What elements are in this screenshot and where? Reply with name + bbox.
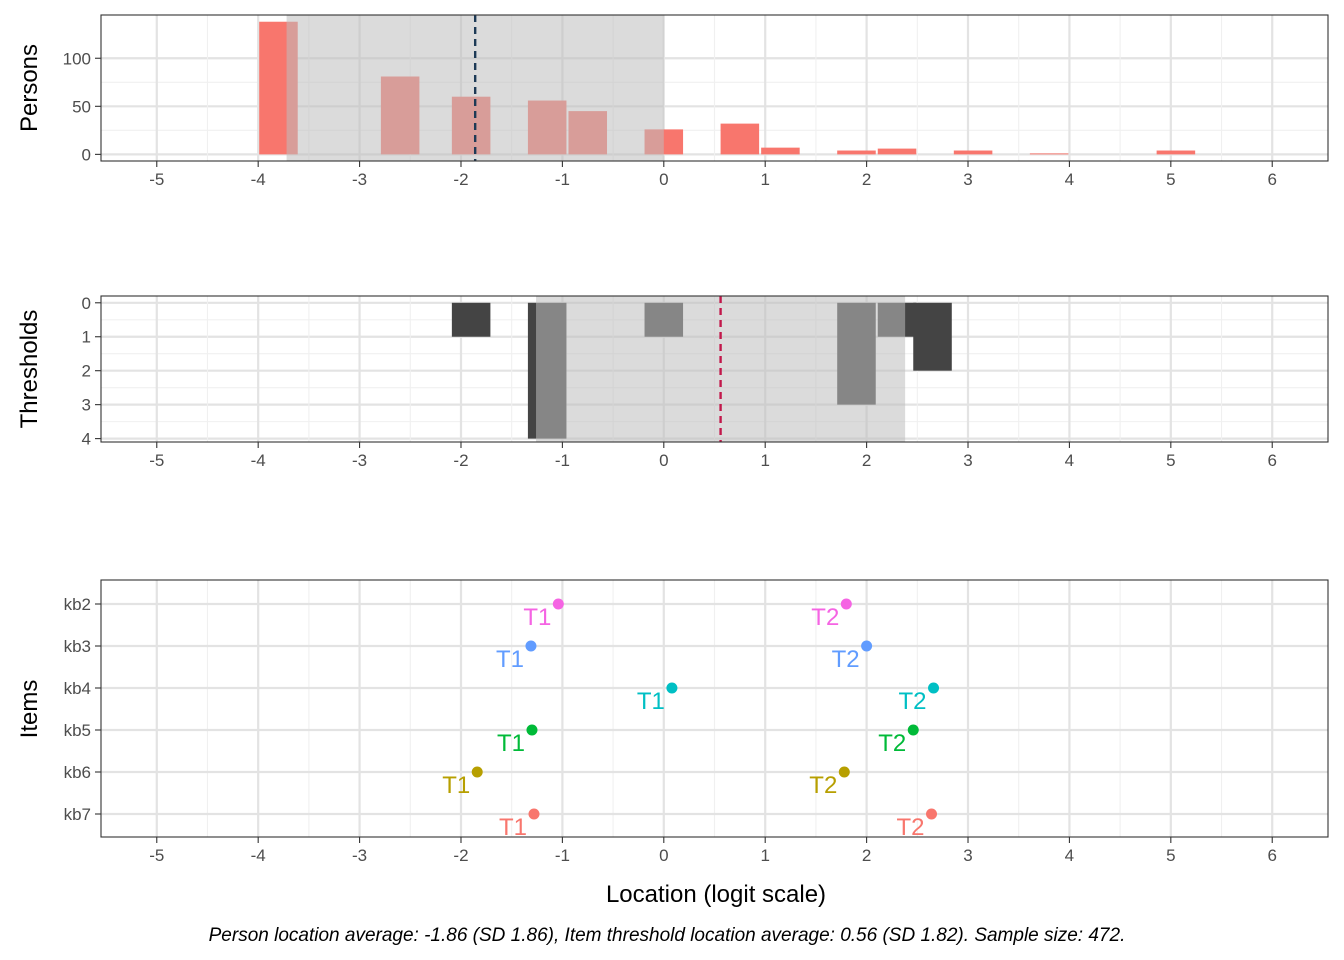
x-tick-label: -1 [555, 846, 570, 865]
threshold-label: T1 [523, 604, 551, 631]
threshold-point [928, 682, 940, 694]
x-tick-label: 1 [760, 846, 769, 865]
threshold-label: T1 [496, 646, 524, 673]
x-axis-title: Location (logit scale) [606, 881, 826, 908]
histogram-bar [837, 150, 876, 155]
x-tick-label: 0 [659, 170, 668, 189]
threshold-label: T2 [832, 646, 860, 673]
threshold-point [926, 808, 938, 820]
threshold-point [907, 724, 919, 736]
x-tick-label: 2 [862, 170, 871, 189]
x-tick-label: 5 [1166, 170, 1175, 189]
histogram-bar [451, 302, 491, 337]
threshold-point [526, 724, 538, 736]
item-label: kb4 [64, 679, 91, 698]
x-tick-label: 3 [963, 170, 972, 189]
histogram-bar [1156, 150, 1196, 155]
threshold-point [861, 640, 873, 652]
y-tick-label: 50 [72, 97, 91, 116]
panel-border [100, 295, 1329, 443]
y-tick-label: 2 [82, 362, 91, 381]
x-tick-label: -2 [453, 451, 468, 470]
x-tick-label: 5 [1166, 451, 1175, 470]
x-tick-label: -3 [352, 846, 367, 865]
y-tick-label: 4 [82, 430, 91, 449]
x-tick-label: -5 [149, 170, 164, 189]
x-tick-label: -5 [149, 451, 164, 470]
x-tick-label: 4 [1065, 451, 1074, 470]
item-label: kb5 [64, 721, 91, 740]
x-tick-label: -4 [251, 170, 266, 189]
x-tick-label: 2 [862, 846, 871, 865]
x-tick-label: -1 [555, 451, 570, 470]
x-tick-label: 6 [1267, 846, 1276, 865]
x-tick-label: -3 [352, 451, 367, 470]
item-label: kb2 [64, 595, 91, 614]
item-label: kb3 [64, 637, 91, 656]
x-tick-label: 6 [1267, 451, 1276, 470]
threshold-point [525, 640, 537, 652]
x-tick-label: -3 [352, 170, 367, 189]
y-axis-title: Thresholds [16, 310, 43, 429]
x-tick-label: -2 [453, 170, 468, 189]
histogram-bar [877, 148, 917, 155]
y-tick-label: 1 [82, 328, 91, 347]
chart-caption: Person location average: -1.86 (SD 1.86)… [209, 925, 1126, 946]
x-tick-label: -5 [149, 846, 164, 865]
x-tick-label: 5 [1166, 846, 1175, 865]
thresholds-panel: 0 1 2 3 4 -5 -4 -3 -2 -1 0 1 2 3 4 5 6 Thresholds [16, 294, 1329, 470]
y-tick-label: 3 [82, 396, 91, 415]
threshold-label: T2 [899, 688, 927, 715]
item-label: kb6 [64, 763, 91, 782]
item-label: kb7 [64, 805, 91, 824]
y-axis-title: Items [16, 680, 43, 739]
panel-border [100, 579, 1329, 838]
x-tick-label: -1 [555, 170, 570, 189]
y-tick-label: 100 [63, 49, 91, 68]
x-tick-label: 4 [1065, 170, 1074, 189]
x-tick-label: -4 [251, 846, 266, 865]
threshold-point [666, 682, 678, 694]
x-tick-label: -2 [453, 846, 468, 865]
x-tick-label: 1 [760, 451, 769, 470]
threshold-label: T1 [637, 688, 665, 715]
threshold-label: T1 [442, 772, 470, 799]
histogram-bar [913, 302, 952, 371]
histogram-bar [1029, 153, 1069, 155]
panel-border [100, 14, 1329, 162]
threshold-point [840, 598, 852, 610]
x-tick-label: 1 [760, 170, 769, 189]
histogram-bar [953, 150, 993, 155]
threshold-label: T2 [811, 604, 839, 631]
persons-panel: 0 50 100 -5 -4 -3 -2 -1 0 1 2 3 4 5 6 Persons [16, 14, 1329, 189]
threshold-label: T1 [497, 730, 525, 757]
y-tick-label: 0 [82, 294, 91, 313]
x-tick-label: 4 [1065, 846, 1074, 865]
y-axis-title: Persons [16, 44, 43, 132]
x-tick-label: 0 [659, 846, 668, 865]
threshold-point [471, 766, 483, 778]
threshold-label: T2 [878, 730, 906, 757]
x-tick-label: 3 [963, 846, 972, 865]
x-tick-label: 6 [1267, 170, 1276, 189]
x-tick-label: 0 [659, 451, 668, 470]
threshold-point [528, 808, 540, 820]
x-tick-label: 2 [862, 451, 871, 470]
threshold-point [838, 766, 850, 778]
histogram-bar [720, 123, 760, 155]
y-tick-label: 0 [82, 145, 91, 164]
x-tick-label: -4 [251, 451, 266, 470]
histogram-bar [761, 147, 800, 155]
threshold-point [552, 598, 564, 610]
x-tick-label: 3 [963, 451, 972, 470]
threshold-label: T2 [809, 772, 837, 799]
